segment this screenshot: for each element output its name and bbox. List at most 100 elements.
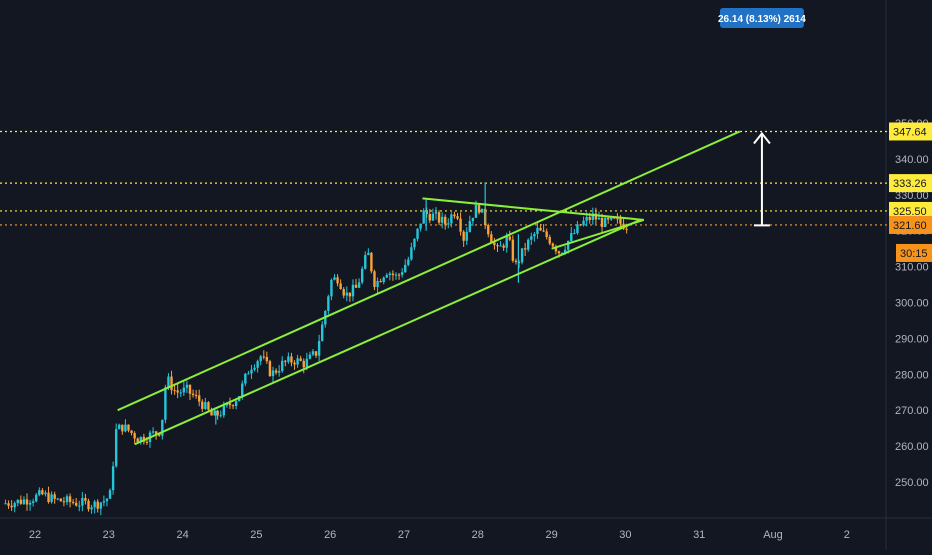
price-level-label: 333.26 [893,178,927,190]
trendline-triangle-upper[interactable] [422,197,644,221]
candle-body [376,280,379,287]
candle-body [407,259,410,265]
candle-body [536,227,539,234]
y-tick-label: 330.00 [895,190,929,202]
candle-body [188,384,192,394]
candle-body [50,494,53,503]
candle-body [606,217,610,220]
candle-body [231,405,235,407]
candle-body [127,424,130,431]
candle-body [447,223,450,225]
x-tick-label: 25 [250,529,262,541]
candle-body [508,236,511,240]
candle-body [170,376,173,391]
candle-body [216,410,219,416]
candle-body [440,216,444,223]
candle-body [474,204,478,218]
candle-body [314,351,318,356]
candle-body [579,224,582,226]
candle-body [342,289,345,296]
x-tick-label: 23 [103,529,115,541]
candle-body [317,341,321,356]
candle-body [210,409,213,416]
candle-body [351,284,355,297]
candle-body [62,501,66,503]
candle-body [182,387,186,393]
candle-body [225,403,229,406]
candle-body [619,218,622,224]
candle-body [468,221,472,232]
candle-body [360,268,364,283]
candle-body [527,239,530,250]
trendline-channel-lower[interactable] [134,219,641,446]
candle-body [290,356,293,363]
candle-body [71,501,75,503]
candle-body [388,273,392,276]
candle-body [274,370,278,373]
candle-body [164,387,167,420]
candle-body [10,505,13,508]
candle-body [502,245,505,248]
candle-body [600,217,604,227]
candle-body [87,500,90,510]
measure-label-box [719,8,804,28]
candle-body [514,260,518,262]
candle-body [102,501,106,503]
y-tick-label: 260.00 [895,441,929,453]
candle-body [151,431,155,433]
price-level-label-box [889,215,932,234]
candle-body [41,490,44,495]
trendline-channel-upper[interactable] [117,130,741,412]
y-tick-label: 290.00 [895,333,929,345]
candle-body [296,358,299,365]
candle-body [108,490,112,499]
candle-body [428,213,432,221]
y-tick-label: 270.00 [895,405,929,417]
x-tick-label: 22 [29,529,41,541]
candle-body [241,383,244,397]
candle-body [293,362,296,365]
candle-body [68,496,72,502]
candle-body [422,210,425,224]
candle-body [545,231,548,238]
x-tick-label: 27 [398,529,410,541]
candle-body [105,498,109,502]
candle-body [259,356,262,362]
candle-body [308,354,312,359]
candle-body [207,402,210,410]
candle-body [198,395,201,402]
candle-body [31,501,35,503]
candle-body [19,499,23,504]
price-level-label: 321.60 [893,220,927,232]
candle-body [247,373,250,375]
candle-body [44,492,47,495]
candle-body [551,243,555,247]
candle-body [444,216,447,225]
candle-body [284,360,287,362]
candle-body [7,503,10,506]
candle-body [367,252,370,256]
candle-body [456,216,459,219]
candle-body [25,499,29,505]
candle-body [394,274,398,276]
candle-body [560,252,564,254]
candle-body [262,356,265,358]
candle-body [588,217,591,221]
candle-body [567,240,570,250]
candle-body [597,217,601,220]
candle-body [391,273,395,276]
x-tick-label: 28 [472,529,484,541]
candle-body [517,261,521,263]
candle-body [124,424,127,432]
candle-body [437,212,441,223]
candle-body [511,239,515,261]
candle-body [173,390,176,392]
candle-body [299,358,302,361]
candle-body [616,218,619,220]
candle-body [22,499,26,504]
measure-label: 26.14 (8.13%) 2614 [718,14,806,25]
trendline-triangle-lower[interactable] [551,218,645,250]
x-tick-label: 29 [545,529,557,541]
